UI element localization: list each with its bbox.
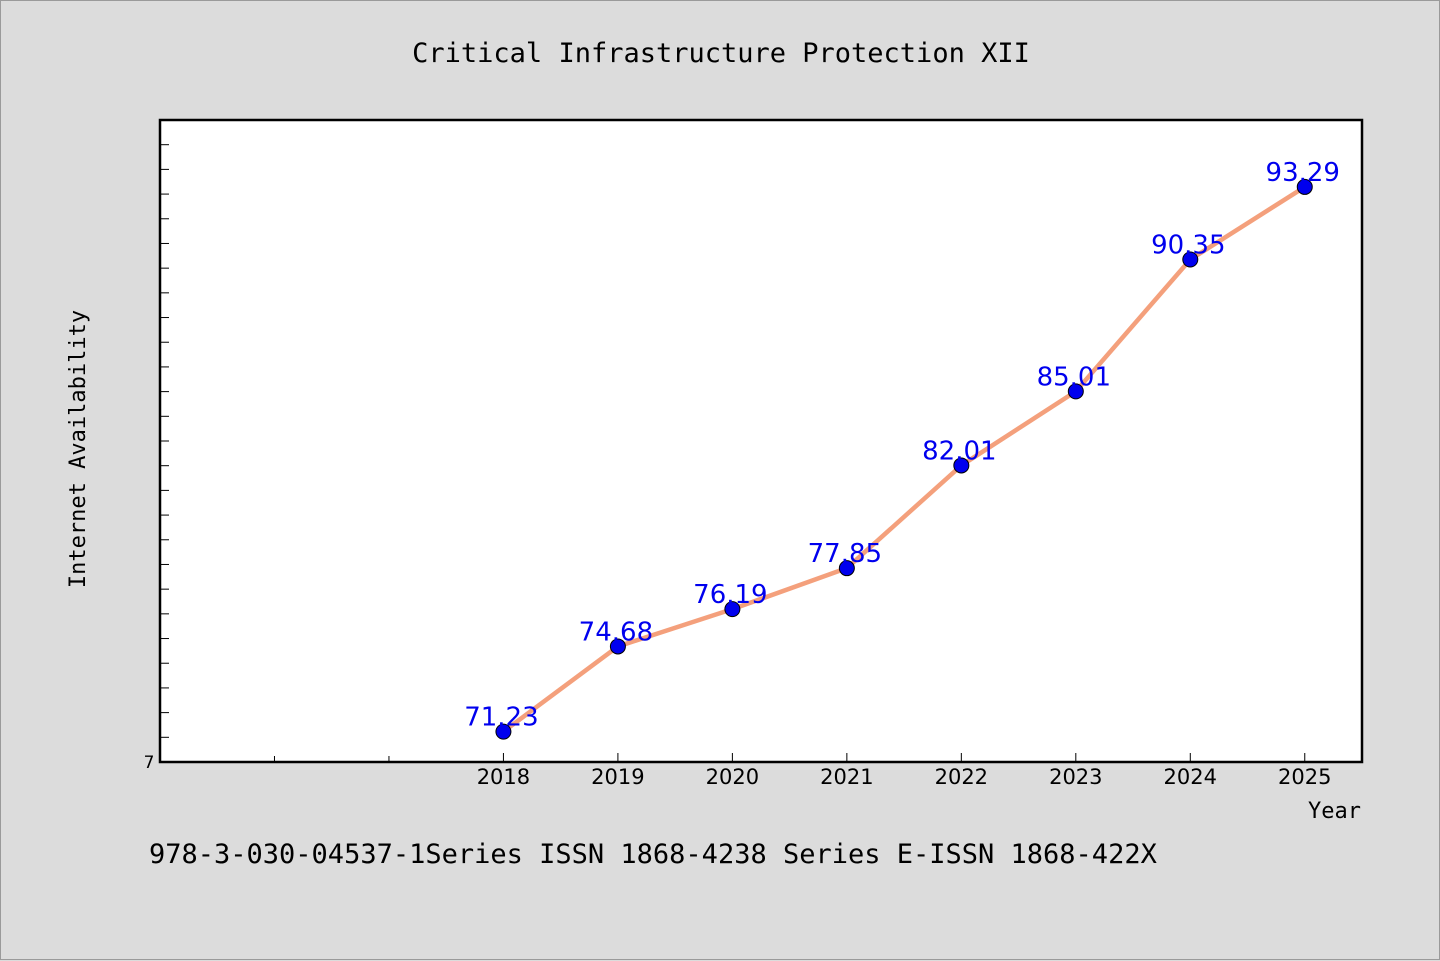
- x-tick-label: 2022: [935, 765, 988, 789]
- data-point: [1182, 251, 1199, 268]
- data-point: [495, 723, 512, 740]
- x-axis-label: Year: [1308, 799, 1361, 824]
- x-tick-label: 2024: [1164, 765, 1217, 789]
- plot-area: [158, 118, 1364, 764]
- data-label: 71.23: [464, 703, 538, 733]
- x-tick-label: 2019: [591, 765, 644, 789]
- data-point: [724, 601, 741, 618]
- x-tick-label: 2021: [820, 765, 873, 789]
- y-axis-ticks: [160, 144, 169, 738]
- series-line: [501, 184, 1308, 734]
- data-label: 77.85: [808, 539, 882, 569]
- data-point: [609, 638, 626, 655]
- x-tick-label: 2020: [706, 765, 759, 789]
- data-point: [1067, 383, 1084, 400]
- data-label: 85.01: [1037, 362, 1111, 392]
- data-label: 76.19: [693, 580, 767, 610]
- y-tick-label: 7: [144, 753, 155, 773]
- x-tick-label: 2025: [1278, 765, 1331, 789]
- data-point: [953, 457, 970, 474]
- x-tick-label: 2023: [1049, 765, 1102, 789]
- data-point: [1296, 178, 1313, 195]
- x-tick-label: 2018: [477, 765, 530, 789]
- chart-title: Critical Infrastructure Protection XII: [412, 38, 1030, 69]
- data-label: 82.01: [922, 436, 996, 466]
- data-point: [838, 560, 855, 577]
- data-label: 93.29: [1266, 158, 1340, 188]
- footer-text: 978-3-030-04537-1Series ISSN 1868-4238 S…: [149, 839, 1157, 870]
- data-series: 71.23 74.68 76.19 77.85 82.01 85.01 90.35 93.29: [464, 158, 1340, 740]
- y-axis-label: Internet Availability: [66, 310, 91, 588]
- data-label: 90.35: [1151, 231, 1225, 261]
- data-label: 74.68: [579, 617, 653, 647]
- x-axis-ticks: 2018 2019 2020 2021 2022 2023 2024 2025: [273, 753, 1331, 789]
